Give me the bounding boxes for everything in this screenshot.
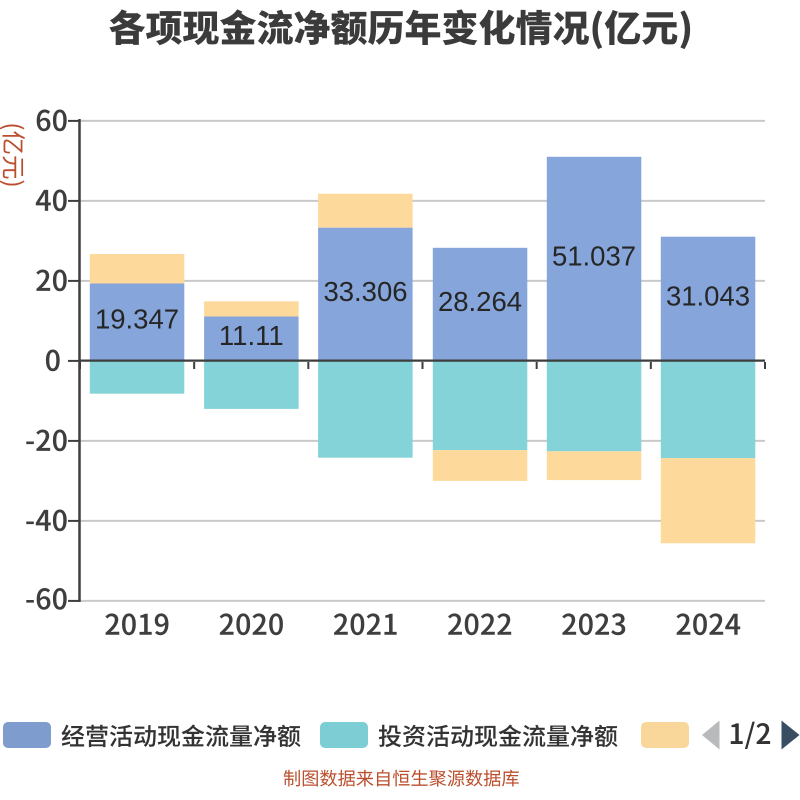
svg-text:19.347: 19.347 xyxy=(95,304,179,335)
svg-text:33.306: 33.306 xyxy=(323,276,407,307)
svg-text:51.037: 51.037 xyxy=(552,240,636,271)
svg-text:28.264: 28.264 xyxy=(438,286,522,317)
svg-text:31.043: 31.043 xyxy=(666,280,750,311)
svg-text:11.11: 11.11 xyxy=(219,320,284,351)
